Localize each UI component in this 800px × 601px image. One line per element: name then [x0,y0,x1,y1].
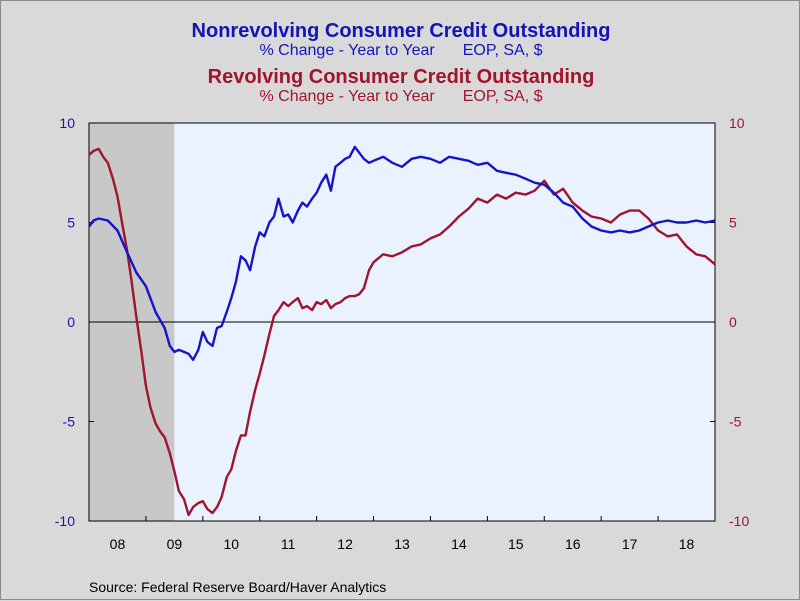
source-note: Source: Federal Reserve Board/Haver Anal… [89,579,387,595]
x-tick-label: 17 [622,536,638,552]
subtitle-nonrevolving-right: EOP, SA, $ [462,42,543,59]
y-tick-label-right: 5 [729,215,737,231]
y-tick-label-left: 10 [59,115,75,131]
x-tick-label: 16 [565,536,581,552]
x-tick-label: 10 [223,536,239,552]
y-tick-label-left: 5 [67,215,75,231]
y-tick-label-right: 10 [729,115,745,131]
x-tick-label: 09 [167,536,183,552]
chart-subtitle-revolving: % Change - Year to Year EOP, SA, $ [1,89,800,105]
series-line-nonrevolving [88,145,716,361]
chart-subtitle-nonrevolving: % Change - Year to Year EOP, SA, $ [1,43,800,59]
y-tick-label-right: 0 [729,314,737,330]
subtitle-revolving-left: % Change - Year to Year [259,88,435,105]
x-tick-label: 15 [508,536,524,552]
x-tick-label: 12 [337,536,353,552]
x-tick-label: 11 [281,536,296,552]
y-tick-label-right: -5 [729,414,742,430]
subtitle-revolving-right: EOP, SA, $ [462,88,543,105]
y-tick-label-left: 0 [67,314,75,330]
x-tick-label: 13 [394,536,410,552]
subtitle-nonrevolving-left: % Change - Year to Year [259,42,435,59]
x-tick-label: 18 [679,536,695,552]
series-line-revolving [88,147,716,517]
chart-title-revolving: Revolving Consumer Credit Outstanding [207,66,595,88]
y-tick-label-right: -10 [729,513,749,529]
y-tick-label-left: -5 [63,414,76,430]
x-tick-label: 08 [110,536,126,552]
chart-title-nonrevolving: Nonrevolving Consumer Credit Outstanding [191,20,611,42]
y-tick-label-left: -10 [55,513,75,529]
x-tick-label: 14 [451,536,467,552]
